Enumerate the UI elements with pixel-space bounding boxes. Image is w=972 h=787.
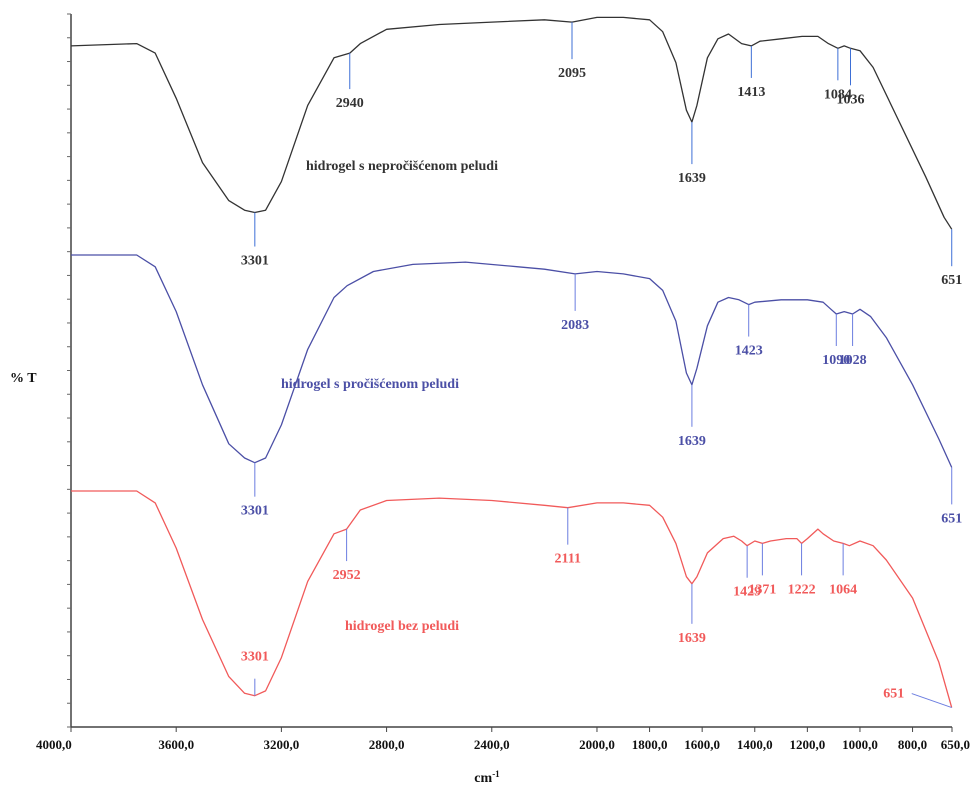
- peak-label: 1413: [737, 85, 765, 100]
- peak-label: 1036: [836, 92, 864, 107]
- peak-label: 1222: [788, 582, 816, 597]
- x-axis-unit-exponent: -1: [492, 769, 500, 779]
- peak-label: 651: [883, 687, 904, 702]
- peak-label: 1639: [678, 171, 706, 186]
- peak-label: 1084: [824, 87, 852, 102]
- x-tick-label: 1800,0: [632, 737, 668, 752]
- x-tick-label: 1400,0: [737, 737, 773, 752]
- series-name-label: hidrogel bez peludi: [345, 619, 459, 634]
- x-tick-label: 2800,0: [369, 737, 405, 752]
- peak-label: 1423: [735, 344, 763, 359]
- peak-label: 1371: [748, 582, 776, 597]
- series-line: [71, 254, 953, 468]
- x-tick-label: 2000,0: [579, 737, 615, 752]
- x-tick-label: 4000,0: [36, 737, 72, 752]
- peak-label: 1028: [839, 353, 867, 368]
- peak-label: 651: [941, 511, 962, 526]
- x-tick-label: 1600,0: [684, 737, 720, 752]
- series-name-label: hidrogel s nepročišćenom peludi: [306, 159, 498, 174]
- series-2: hidrogel s pročišćenom peludi 3301 2083 163…: [71, 254, 962, 526]
- x-tick-label: 1200,0: [789, 737, 825, 752]
- peak-label: 651: [941, 273, 962, 288]
- peak-label: 2095: [558, 66, 586, 81]
- peak-label: 1639: [678, 434, 706, 449]
- series-3: hidrogel bez peludi330129522111163914291…: [71, 490, 953, 709]
- peak-label: 1429: [733, 585, 761, 600]
- peak-label: 1064: [829, 582, 857, 597]
- series-layer: hidrogel s nepročišćenom peludi 3301 2940 2…: [70, 16, 962, 709]
- x-tick-label: 2400,0: [474, 737, 510, 752]
- series-1: hidrogel s nepročišćenom peludi 3301 2940 2…: [70, 16, 962, 288]
- x-axis-title: cm-1: [474, 769, 500, 786]
- y-minor-ticks: [67, 13, 71, 728]
- peak-label: 1639: [678, 631, 706, 646]
- peak-label: 3301: [241, 254, 269, 269]
- axes: 4000,0 3600,0 3200,0 2800,0 2400,0 2000,0 1800…: [36, 13, 970, 752]
- peak-leader-line: [911, 693, 952, 709]
- x-tick-label: 3200,0: [264, 737, 300, 752]
- x-tick-label: 3600,0: [158, 737, 194, 752]
- x-tick-label: 650,0: [941, 737, 970, 752]
- peak-label: 2083: [561, 318, 589, 333]
- peak-label: 3301: [241, 504, 269, 519]
- x-tick-label: 800,0: [898, 737, 927, 752]
- series-name-label: hidrogel s pročišćenom peludi: [281, 377, 459, 392]
- x-tick-label: 1000,0: [842, 737, 878, 752]
- x-ticks: 4000,0 3600,0 3200,0 2800,0 2400,0 2000,0 1800…: [36, 727, 970, 752]
- y-axis-title: % T: [10, 371, 37, 386]
- peak-label: 3301: [241, 650, 269, 665]
- series-line: [70, 16, 953, 230]
- peak-label: 1090: [822, 353, 850, 368]
- peak-label: 2952: [333, 568, 361, 583]
- peak-label: 2940: [336, 96, 364, 111]
- x-axis-unit: cm: [474, 771, 492, 786]
- series-line: [71, 490, 953, 708]
- peak-label: 2111: [555, 552, 581, 567]
